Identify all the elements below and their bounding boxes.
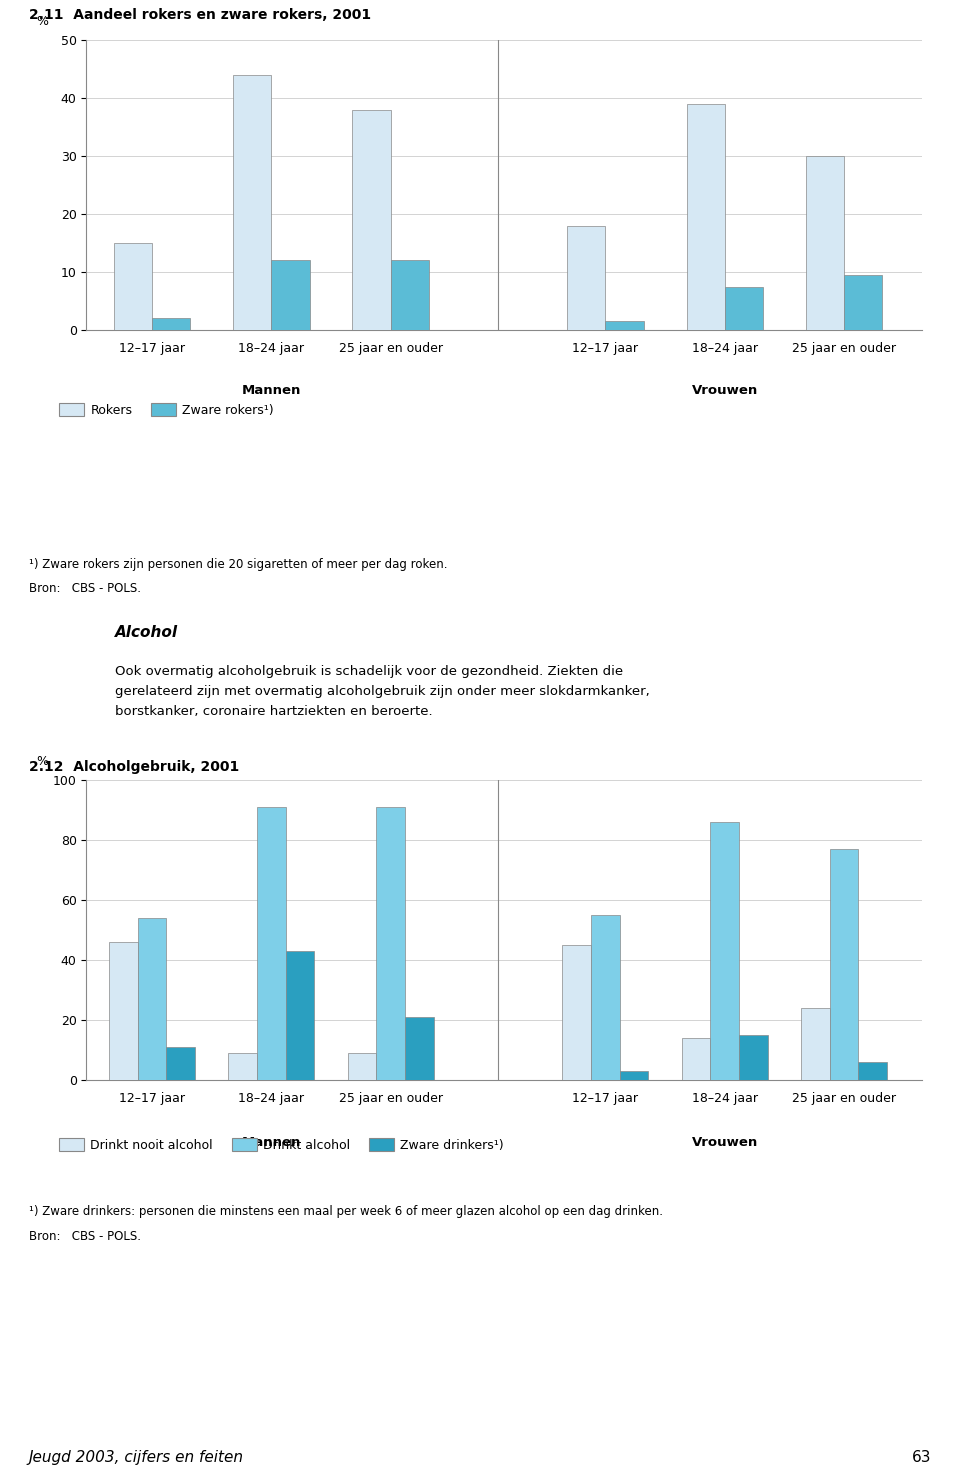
- Legend: Drinkt nooit alcohol, Drinkt alcohol, Zware drinkers¹): Drinkt nooit alcohol, Drinkt alcohol, Zw…: [55, 1133, 509, 1156]
- Text: %: %: [36, 15, 48, 28]
- Text: Ook overmatig alcoholgebruik is schadelijk voor de gezondheid. Ziekten die
gerel: Ook overmatig alcoholgebruik is schadeli…: [115, 665, 650, 718]
- Text: Mannen: Mannen: [242, 1136, 301, 1149]
- Bar: [257, 808, 286, 1080]
- Text: Mannen: Mannen: [242, 384, 301, 397]
- Bar: [286, 950, 314, 1080]
- Text: 2.12  Alcoholgebruik, 2001: 2.12 Alcoholgebruik, 2001: [29, 761, 239, 774]
- Bar: [114, 243, 152, 330]
- Bar: [739, 1036, 768, 1080]
- Bar: [152, 318, 190, 330]
- Bar: [567, 225, 606, 330]
- Bar: [725, 287, 763, 330]
- Bar: [591, 915, 620, 1080]
- Bar: [352, 110, 391, 330]
- Text: %: %: [36, 755, 48, 768]
- Bar: [137, 918, 166, 1080]
- Bar: [710, 822, 739, 1080]
- Legend: Rokers, Zware rokers¹): Rokers, Zware rokers¹): [55, 399, 279, 422]
- Bar: [391, 260, 429, 330]
- Bar: [405, 1016, 434, 1080]
- Text: Vrouwen: Vrouwen: [691, 1136, 757, 1149]
- Text: 63: 63: [912, 1450, 931, 1465]
- Bar: [805, 156, 844, 330]
- Bar: [376, 808, 405, 1080]
- Text: Bron:   CBS - POLS.: Bron: CBS - POLS.: [29, 1230, 141, 1243]
- Text: Alcohol: Alcohol: [115, 625, 179, 640]
- Bar: [272, 260, 309, 330]
- Bar: [606, 321, 643, 330]
- Text: ¹) Zware rokers zijn personen die 20 sigaretten of meer per dag roken.: ¹) Zware rokers zijn personen die 20 sig…: [29, 558, 447, 571]
- Bar: [682, 1039, 710, 1080]
- Bar: [829, 849, 858, 1080]
- Bar: [686, 104, 725, 330]
- Text: Vrouwen: Vrouwen: [691, 384, 757, 397]
- Text: ¹) Zware drinkers: personen die minstens een maal per week 6 of meer glazen alco: ¹) Zware drinkers: personen die minstens…: [29, 1205, 662, 1218]
- Bar: [844, 275, 882, 330]
- Bar: [348, 1053, 376, 1080]
- Bar: [166, 1047, 195, 1080]
- Text: Jeugd 2003, cijfers en feiten: Jeugd 2003, cijfers en feiten: [29, 1450, 244, 1465]
- Text: 2.11  Aandeel rokers en zware rokers, 2001: 2.11 Aandeel rokers en zware rokers, 200…: [29, 7, 371, 22]
- Text: Bron:   CBS - POLS.: Bron: CBS - POLS.: [29, 583, 141, 594]
- Bar: [620, 1071, 648, 1080]
- Bar: [801, 1008, 829, 1080]
- Bar: [563, 944, 591, 1080]
- Bar: [228, 1053, 257, 1080]
- Bar: [233, 75, 272, 330]
- Bar: [109, 941, 137, 1080]
- Bar: [858, 1062, 887, 1080]
